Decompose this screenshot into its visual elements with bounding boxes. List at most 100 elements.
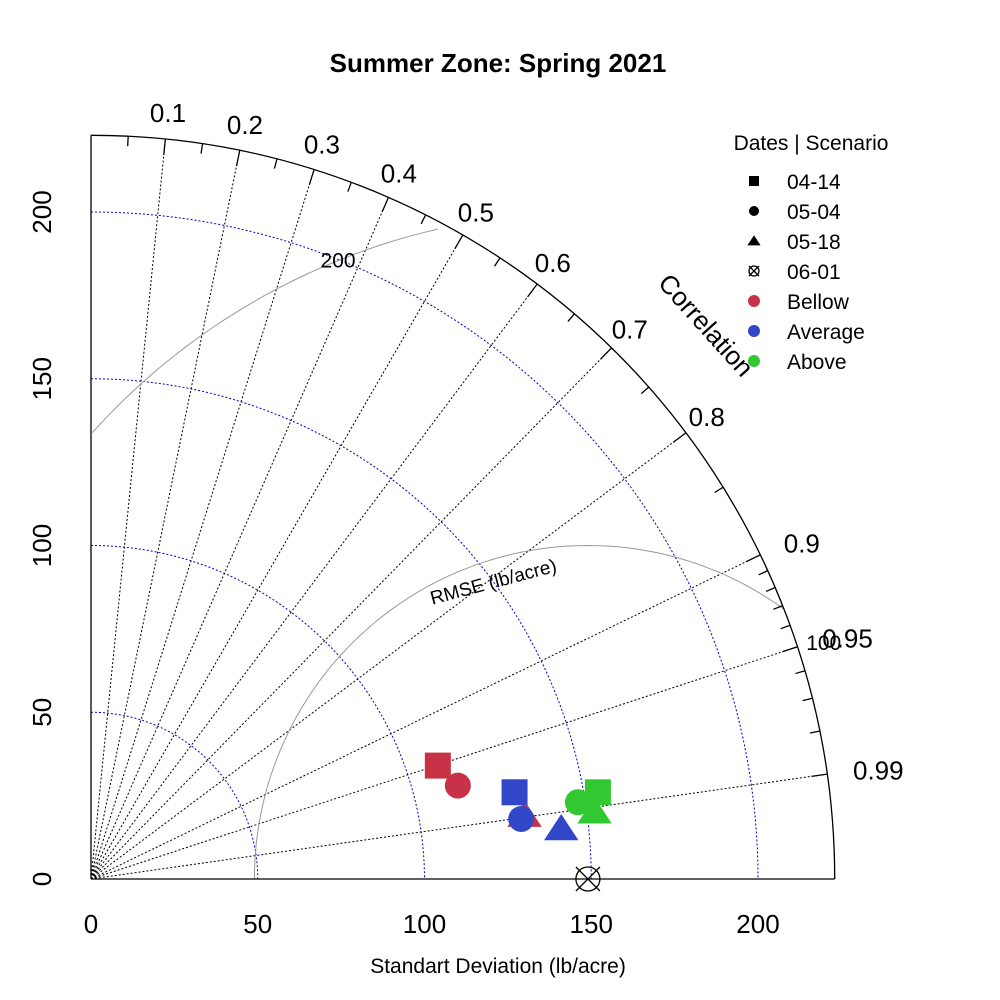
correlation-tick [347,182,352,192]
x-tick-label: 50 [243,909,272,939]
x-tick-label: 150 [570,909,613,939]
correlation-tick [780,624,791,630]
sd-circle [90,545,425,880]
sd-circle [90,711,259,880]
correlation-tick-label: 0.5 [458,197,494,227]
grid-layer [90,138,828,880]
rmse-contour-100 [253,544,785,880]
x-axis-label: Standart Deviation (lb/acre) [370,955,626,978]
correlation-tick-label: 0.3 [304,130,340,160]
correlation-tick [567,313,575,322]
data-point-above-05-18 [577,797,612,824]
y-tick-label: 0 [27,872,57,886]
legend: Dates | Scenario 04-14 05-04 05-18 06-01 Bell… [734,132,889,374]
reference-point-cross-b [575,866,601,892]
correlation-ray [90,234,464,880]
correlation-tick [235,150,241,167]
correlation-ray [90,169,315,880]
data-point-bellow-05-04 [444,772,471,799]
legend-marker-04-14 [749,176,759,186]
correlation-tick [127,136,129,147]
correlation-ray [90,554,761,880]
legend-marker-06-01-ring [748,265,760,277]
correlation-tick-label: 0.7 [612,314,648,344]
correlation-axis-label: Correlation [652,268,759,383]
legend-label: 05-18 [787,231,841,254]
correlation-tick-label: 0.4 [381,159,417,189]
rmse-axis-label: RMSE (lb/acre) [428,556,559,610]
legend-marker-06-01-cross-b [748,265,760,277]
correlation-tick-label: 0.95 [822,624,873,654]
x-tick-label: 100 [403,909,446,939]
legend-color-Bellow [748,295,760,307]
correlation-tick [599,347,613,360]
correlation-ray [90,197,389,880]
correlation-tick [640,386,650,395]
correlation-tick [795,670,806,675]
correlation-tick [493,257,501,267]
correlation-ray [90,150,241,880]
correlation-tick-label: 0.8 [689,402,725,432]
rmse-label: 100 [806,632,841,655]
legend-title: Dates | Scenario [734,132,889,155]
correlation-tick [802,697,813,702]
correlation-tick [714,486,724,494]
correlation-tick [773,605,783,610]
data-point-above-05-04 [564,789,591,816]
correlation-tick [765,586,776,593]
legend-label: Above [787,351,847,374]
y-tick-label: 200 [27,190,57,233]
data-point-bellow-04-14 [424,752,451,779]
correlation-tick [758,570,769,576]
rmse-contour-200 [91,228,439,434]
legend-label: Average [787,321,865,344]
correlation-tick [200,143,204,154]
correlation-tick [809,730,820,734]
rmse-label: 200 [321,250,356,273]
legend-marker-05-18 [747,235,761,246]
legend-marker-06-01 [748,265,760,277]
correlation-tick-label: 0.9 [784,528,820,558]
reference-point-ring [575,866,601,892]
y-tick-label: 150 [27,357,57,400]
legend-color-Average [748,325,760,337]
correlation-tick-label: 0.2 [227,110,263,140]
correlation-tick [308,169,315,186]
legend-label: 05-04 [787,201,841,224]
x-tick-label: 200 [736,909,779,939]
x-tick-label: 0 [84,909,98,939]
reference-point [575,866,601,892]
correlation-tick [672,432,687,443]
chart-title: Summer Zone: Spring 2021 [330,48,667,78]
correlation-tick [745,554,761,563]
correlation-tick [454,234,464,250]
correlation-tick [811,773,828,777]
correlation-tick [782,646,798,653]
sd-circle [90,378,592,880]
correlation-tick-label: 0.6 [535,248,571,278]
data-point-average-04-14 [501,779,528,806]
data-point-average-05-04 [508,805,535,832]
legend-marker-05-04 [749,206,759,216]
legend-label: Bellow [787,291,850,314]
correlation-tick [273,158,278,169]
legend-label: 06-01 [787,261,841,284]
data-points [424,752,612,892]
outer-arc [90,134,836,880]
correlation-tick [163,138,167,156]
diagram-frame [90,134,836,880]
correlation-ray [90,138,166,880]
y-tick-label: 50 [27,698,57,727]
correlation-tick-label: 0.1 [150,98,186,128]
correlation-tick [381,197,390,213]
legend-color-Above [748,355,760,367]
sd-circle [90,211,759,880]
axis-labels: 0.1 0.2 0.3 0.4 0.5 0.6 0.7 0.8 0.9 0.95 0.99 Corre… [27,98,904,939]
correlation-tick-label: 0.99 [853,755,904,785]
y-tick-label: 100 [27,524,57,567]
legend-label: 04-14 [787,171,841,194]
data-point-average-05-18 [544,814,579,841]
correlation-tick [527,283,538,298]
correlation-tick [420,214,427,225]
